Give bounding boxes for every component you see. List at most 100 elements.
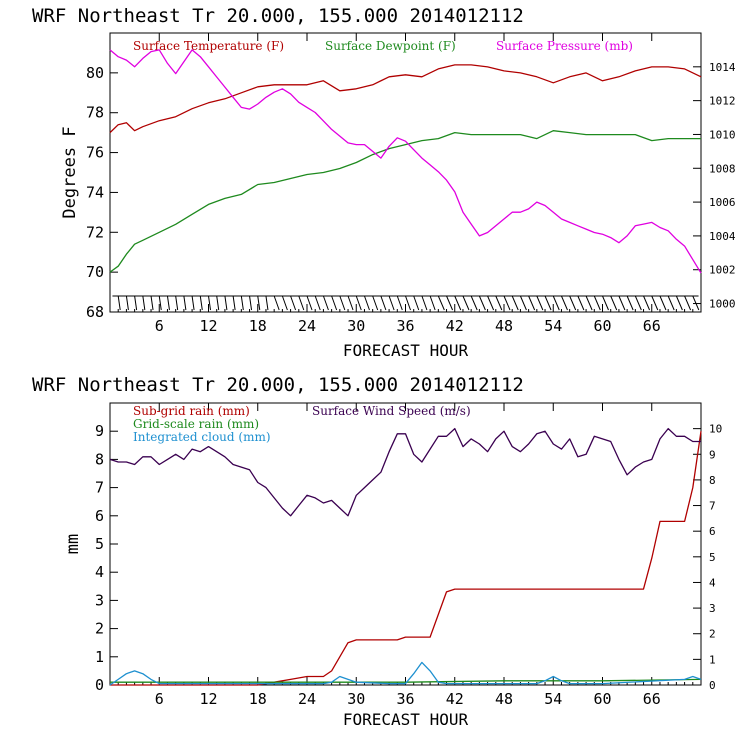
wind-barb	[544, 295, 552, 311]
series-line	[110, 678, 702, 683]
wind-barb	[552, 295, 560, 311]
wind-barb	[454, 295, 462, 311]
wind-barb	[577, 295, 585, 311]
wind-barb	[528, 295, 536, 311]
legend-entry: Integrated cloud (mm)	[133, 430, 271, 444]
legend-entry: Surface Pressure (mb)	[496, 39, 633, 53]
wind-barb	[306, 295, 313, 311]
wind-barb	[339, 295, 346, 311]
wind-barb	[446, 295, 454, 311]
y2-tick-label: 2	[709, 628, 716, 641]
wind-barb	[519, 295, 527, 311]
x-tick-label: 30	[347, 690, 365, 708]
wind-barb	[166, 295, 170, 311]
wind-barb	[684, 295, 692, 311]
wind-barb	[240, 295, 244, 311]
wind-barb	[667, 295, 675, 311]
y-axis-label: mm	[63, 534, 83, 554]
series-line	[109, 427, 701, 517]
wind-barb	[437, 295, 445, 311]
y2-tick-label: 0	[709, 679, 716, 692]
wind-barb	[413, 295, 420, 311]
y-tick-label: 76	[86, 144, 104, 162]
wind-barb	[134, 295, 138, 311]
wind-barb	[585, 295, 593, 311]
y2-tick-label: 1004	[709, 230, 736, 243]
x-tick-label: 12	[199, 690, 217, 708]
legend-entry: Surface Dewpoint (F)	[325, 39, 456, 53]
chart-title: WRF Northeast Tr 20.000, 155.000 2014012…	[32, 5, 524, 27]
legend-entry: Grid-scale rain (mm)	[133, 417, 259, 431]
y2-tick-label: 7	[709, 500, 716, 513]
series-line	[109, 49, 702, 274]
wind-barb	[331, 295, 338, 311]
wind-barb	[142, 295, 146, 311]
wind-barb	[281, 295, 288, 311]
wind-barb	[610, 295, 618, 311]
x-axis-label: FORECAST HOUR	[343, 341, 469, 360]
x-tick-label: 54	[544, 317, 562, 335]
x-tick-label: 66	[643, 690, 661, 708]
wind-barb	[651, 295, 659, 311]
wind-barb	[125, 295, 129, 311]
wind-barb	[626, 295, 634, 311]
legend-entry: Surface Wind Speed (m/s)	[312, 404, 471, 418]
wind-barb	[216, 295, 220, 311]
y2-tick-label: 1014	[709, 61, 736, 74]
y-tick-label: 8	[95, 450, 104, 468]
wind-barb	[290, 295, 297, 311]
y-tick-label: 4	[95, 563, 104, 581]
wind-barb	[569, 295, 577, 311]
wind-barb	[593, 295, 601, 311]
wind-barb	[478, 295, 486, 311]
legend-entry: Surface Temperature (F)	[133, 39, 284, 53]
y-tick-label: 0	[95, 676, 104, 694]
wind-barb	[643, 295, 651, 311]
x-tick-label: 30	[347, 317, 365, 335]
y2-tick-label: 1006	[709, 196, 736, 209]
y-tick-label: 6	[95, 507, 104, 525]
wind-barb	[191, 295, 195, 311]
wind-barb	[298, 295, 305, 311]
wind-barb	[257, 295, 261, 311]
y2-tick-label: 6	[709, 525, 716, 538]
wind-barb	[372, 295, 379, 311]
wind-barb	[322, 295, 329, 311]
wind-barb	[692, 295, 700, 311]
y2-tick-label: 5	[709, 551, 716, 564]
y2-tick-label: 10	[709, 423, 722, 436]
x-tick-label: 18	[249, 690, 267, 708]
wind-barb	[536, 295, 544, 311]
x-tick-label: 24	[298, 317, 316, 335]
y-tick-label: 5	[95, 535, 104, 553]
y2-tick-label: 1002	[709, 264, 736, 277]
x-tick-label: 42	[446, 690, 464, 708]
y-tick-label: 78	[86, 104, 104, 122]
y-tick-label: 9	[95, 422, 104, 440]
wind-barb	[405, 295, 411, 311]
y2-tick-label: 4	[709, 576, 716, 589]
wind-barb	[314, 295, 321, 311]
wind-barb	[511, 295, 519, 311]
y2-tick-label: 1000	[709, 298, 736, 311]
y-tick-label: 80	[86, 64, 104, 82]
y-tick-label: 2	[95, 620, 104, 638]
y2-tick-label: 3	[709, 602, 716, 615]
x-tick-label: 60	[593, 690, 611, 708]
y-tick-label: 68	[86, 303, 104, 321]
y2-tick-label: 1010	[709, 128, 736, 141]
wind-barb	[487, 295, 495, 311]
wind-barb	[265, 295, 269, 311]
x-tick-label: 36	[396, 690, 414, 708]
x-tick-label: 66	[643, 317, 661, 335]
wind-barb	[183, 295, 187, 311]
y2-tick-label: 9	[709, 448, 716, 461]
wind-barb	[675, 295, 683, 311]
wind-barb	[363, 295, 370, 311]
wind-barb	[462, 295, 470, 311]
wind-barb	[380, 295, 387, 311]
wind-barb	[495, 295, 503, 311]
y2-tick-label: 1	[709, 653, 716, 666]
wind-barb	[208, 295, 211, 311]
